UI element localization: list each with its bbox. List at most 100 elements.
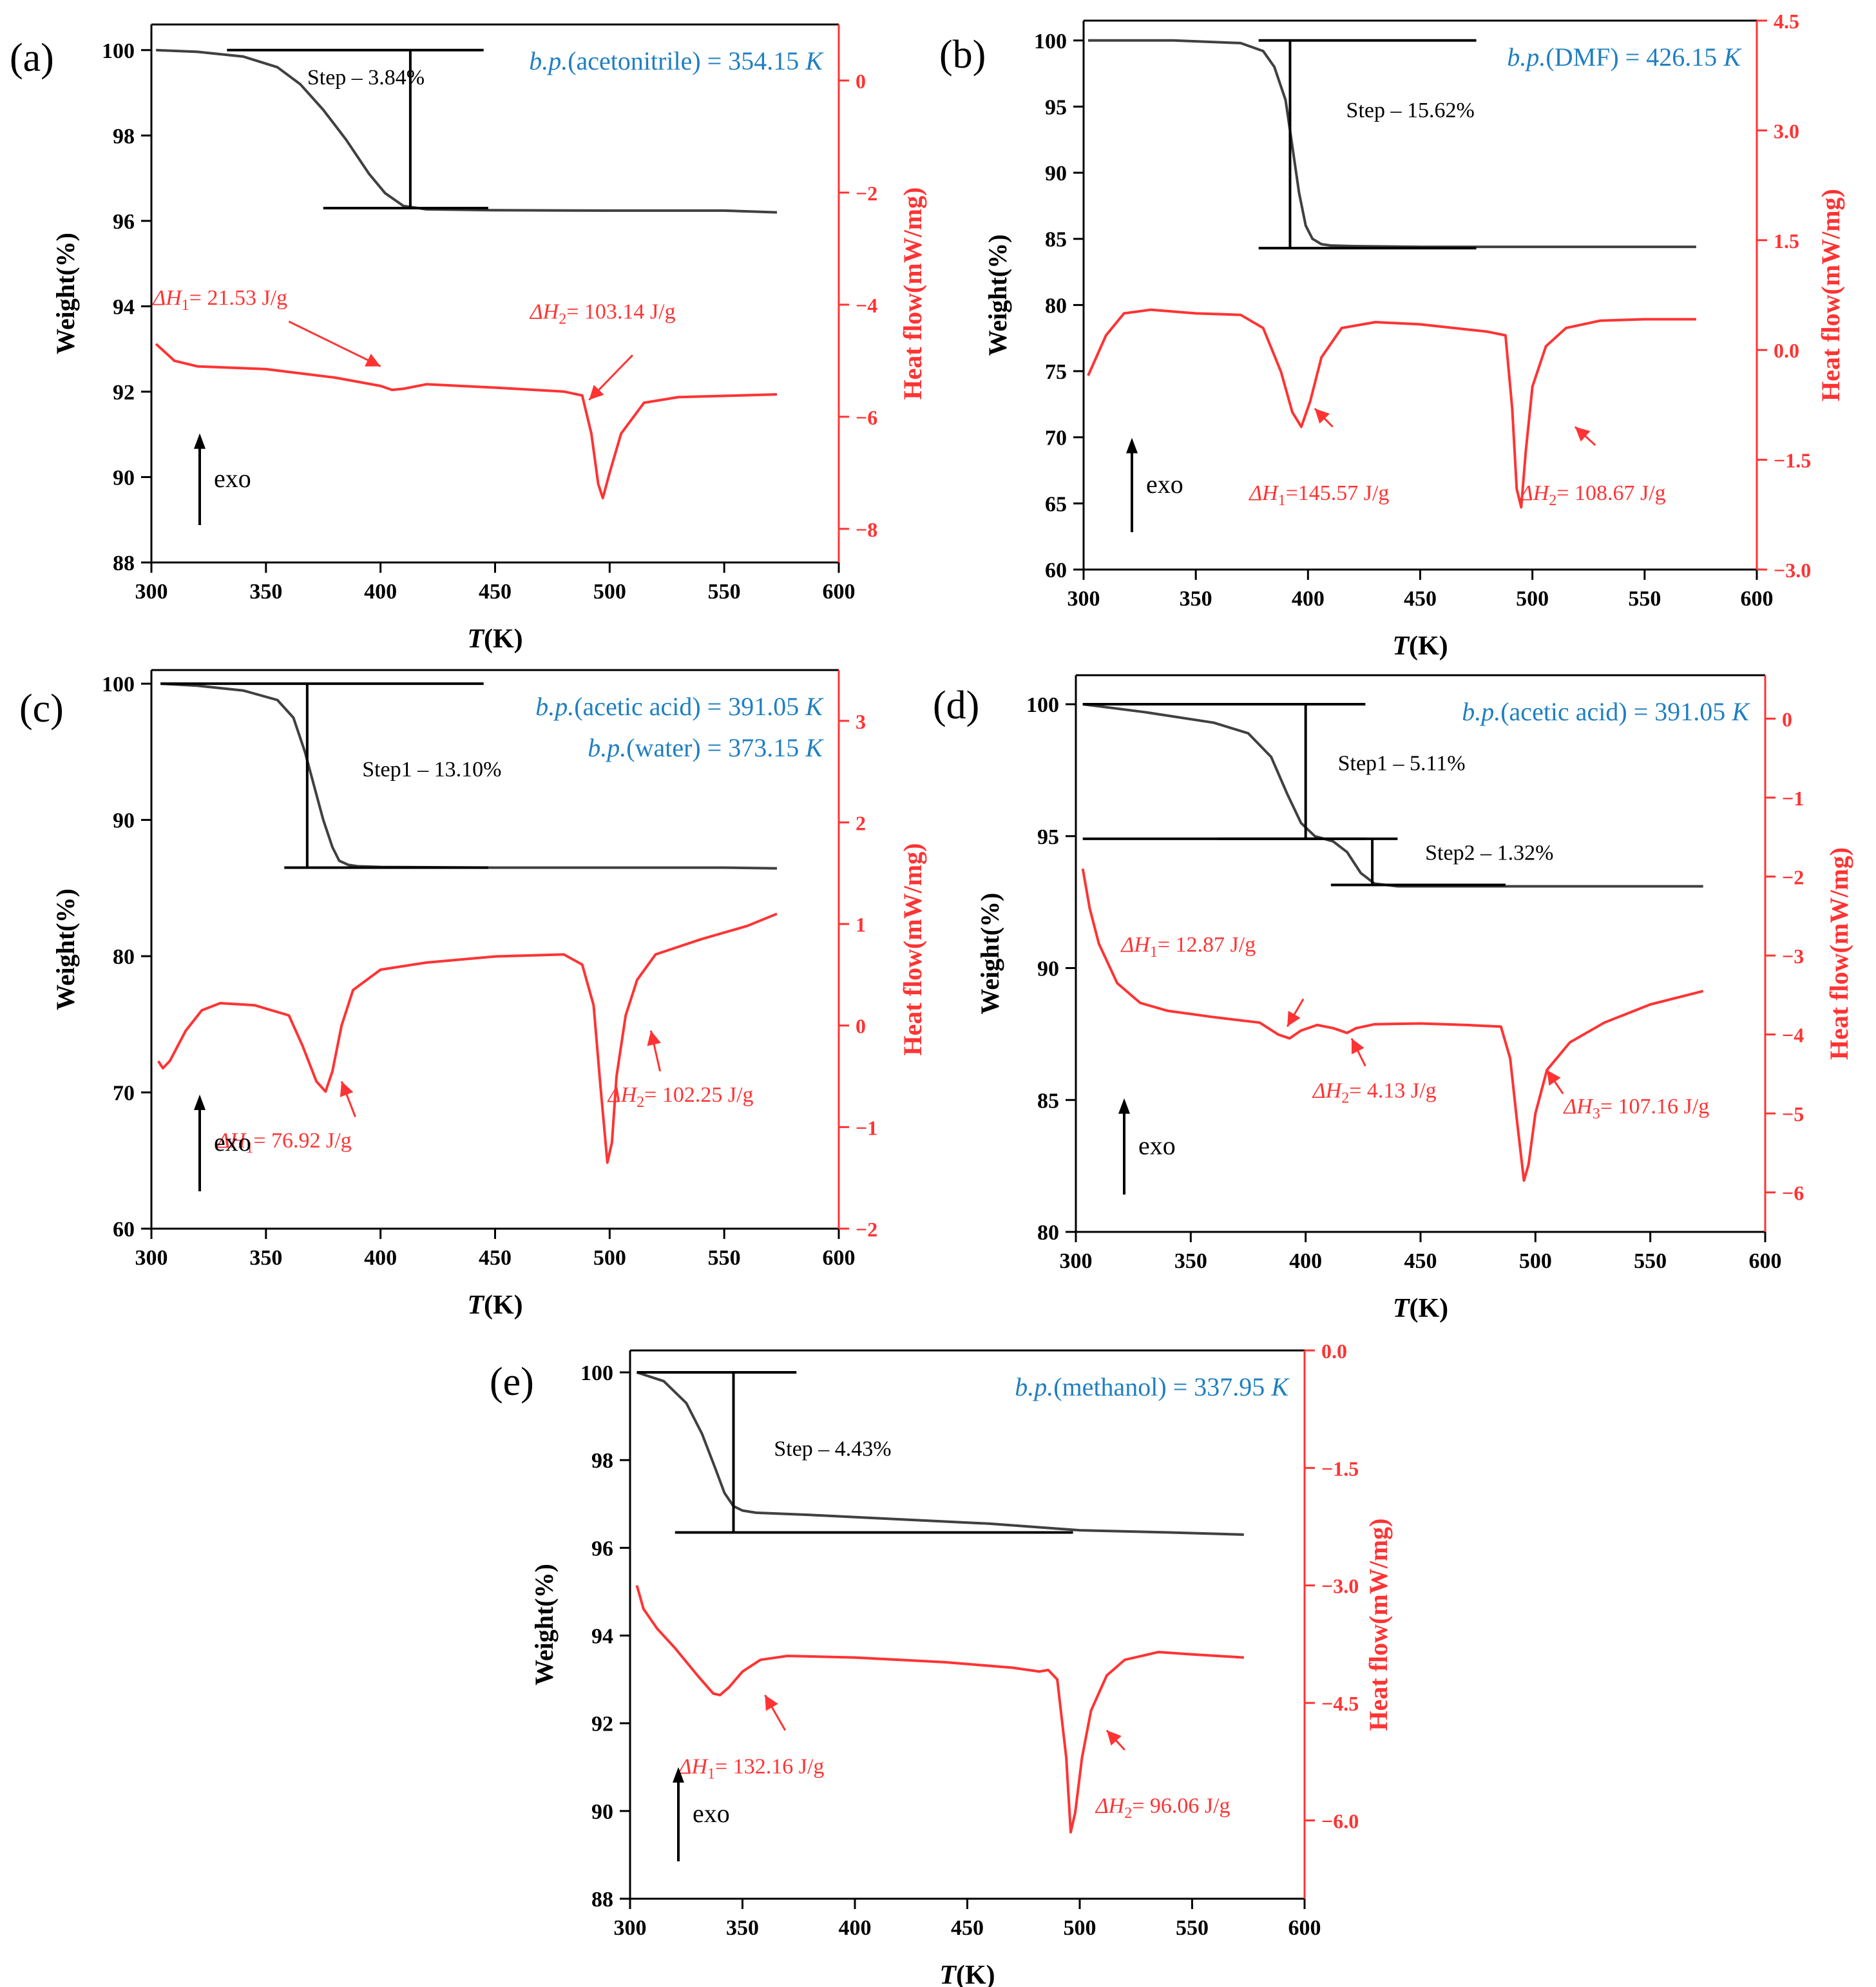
heat-flow-series-line — [155, 343, 778, 499]
enthalpy-subscript: 2 — [1549, 492, 1556, 509]
y-right-tick-label: 3 — [856, 710, 866, 733]
x-tick-label: 400 — [364, 1246, 397, 1270]
enthalpy-symbol: ΔH — [1095, 1794, 1126, 1818]
enthalpy-annotation: ΔH2= 96.06 J/g — [1095, 1794, 1230, 1821]
enthalpy-arrow-head — [765, 1694, 778, 1711]
exo-label: exo — [1146, 470, 1183, 499]
enthalpy-subscript: 1 — [245, 1140, 253, 1157]
enthalpy-annotation: ΔH1= 76.92 J/g — [216, 1129, 352, 1157]
x-tick-label: 450 — [1404, 587, 1437, 611]
x-axis-title: T(K) — [467, 624, 522, 654]
y-right-tick-label: 0 — [856, 70, 866, 93]
weight-series-line — [1088, 39, 1696, 249]
bp-solvent: (methanol) — [1053, 1372, 1167, 1401]
exo-label: exo — [214, 1128, 251, 1157]
y-right-tick-label: 3.0 — [1774, 119, 1799, 142]
y-left-tick-label: 90 — [113, 809, 135, 833]
enthalpy-arrow-head — [1287, 1010, 1301, 1027]
bp-solvent: (acetonitrile) — [568, 46, 701, 75]
x-tick-label: 550 — [708, 1246, 741, 1270]
bp-solvent: (acetic acid) — [1500, 697, 1627, 726]
exo-label: exo — [1138, 1131, 1176, 1160]
boiling-point-annotation: b.p.(DMF) = 426.15 K — [1507, 43, 1742, 72]
y-left-axis-title: Weight(%) — [51, 888, 80, 1010]
x-tick-label: 500 — [1516, 587, 1549, 611]
y-left-tick-label: 90 — [113, 466, 135, 490]
x-tick-label: 450 — [951, 1916, 984, 1940]
y-right-tick-label: −6 — [1782, 1182, 1804, 1205]
x-axis-title-unit: (K) — [484, 624, 523, 654]
x-tick-label: 450 — [479, 1246, 512, 1270]
exo-label: exo — [214, 464, 251, 493]
heat-flow-series-line — [157, 912, 778, 1164]
y-left-tick-label: 80 — [1045, 294, 1067, 318]
boiling-point-annotation: b.p.(methanol) = 337.95 K — [1015, 1372, 1290, 1401]
x-axis-title-variable: T — [939, 1961, 957, 1987]
enthalpy-arrow-head — [1106, 1730, 1122, 1746]
x-tick-label: 350 — [1174, 1249, 1207, 1273]
enthalpy-annotation: ΔH3= 107.16 J/g — [1562, 1095, 1709, 1122]
enthalpy-symbol: ΔH — [1562, 1095, 1594, 1118]
y-right-tick-label: −3.0 — [1774, 559, 1811, 582]
enthalpy-arrow-head — [589, 385, 604, 400]
heat-flow-series-line — [635, 1585, 1244, 1834]
bp-prefix: b.p. — [535, 692, 574, 721]
y-left-tick-label: 88 — [591, 1888, 613, 1912]
x-axis-title-unit: (K) — [484, 1291, 523, 1320]
x-axis-title-variable: T — [467, 624, 485, 654]
x-axis-title-unit: (K) — [1409, 631, 1448, 661]
bp-unit: K — [1723, 43, 1742, 72]
enthalpy-symbol: ΔH — [607, 1083, 638, 1107]
x-axis-title-variable: T — [467, 1291, 485, 1320]
enthalpy-subscript: 1 — [1150, 944, 1158, 961]
y-left-tick-label: 85 — [1045, 228, 1067, 252]
enthalpy-subscript: 2 — [636, 1094, 644, 1111]
y-right-tick-label: −1.5 — [1774, 449, 1811, 472]
chart-panel-d: (d) 300 350 400 450 500 550 600 T(K) 80 85 90 95 100 −… — [933, 674, 1853, 1323]
y-left-tick-label: 90 — [1045, 162, 1067, 186]
x-tick-label: 500 — [593, 580, 626, 604]
step-label: Step1 – 13.10% — [362, 758, 501, 782]
y-left-axis-title: Weight(%) — [975, 893, 1004, 1015]
step-label: Step1 – 5.11% — [1338, 751, 1466, 775]
bp-solvent: (DMF) — [1546, 43, 1618, 72]
y-right-axis-title: Heat flow(mW/mg) — [1816, 189, 1845, 401]
enthalpy-symbol: ΔH — [1248, 481, 1279, 505]
bp-unit: K — [1270, 1372, 1290, 1401]
enthalpy-annotation: ΔH1= 12.87 J/g — [1120, 933, 1256, 961]
enthalpy-arrow-head — [647, 1030, 661, 1046]
bp-prefix: b.p. — [1462, 697, 1500, 726]
y-right-axis-title: Heat flow(mW/mg) — [1824, 847, 1853, 1060]
x-tick-label: 400 — [364, 580, 397, 604]
y-left-axis-title: Weight(%) — [530, 1564, 559, 1685]
y-left-axis-title: Weight(%) — [51, 233, 80, 354]
y-left-tick-label: 60 — [1045, 559, 1067, 582]
y-left-tick-label: 100 — [102, 39, 135, 63]
x-tick-label: 500 — [1519, 1249, 1552, 1273]
y-right-tick-label: −3 — [1782, 945, 1804, 968]
y-right-tick-label: −2 — [1782, 866, 1804, 889]
x-tick-label: 300 — [1067, 587, 1100, 611]
step-label: Step2 – 1.32% — [1425, 841, 1553, 865]
x-tick-label: 300 — [1060, 1249, 1093, 1273]
y-left-tick-label: 80 — [113, 945, 135, 969]
y-left-tick-label: 95 — [1037, 825, 1059, 849]
weight-series-line — [1082, 703, 1703, 888]
bp-value: = 373.15 — [701, 733, 806, 762]
x-tick-label: 550 — [708, 580, 741, 604]
x-tick-label: 400 — [1289, 1249, 1322, 1273]
y-left-tick-label: 60 — [113, 1218, 135, 1242]
y-right-tick-label: −6.0 — [1321, 1809, 1359, 1832]
x-tick-label: 300 — [614, 1916, 647, 1940]
x-tick-label: 350 — [249, 580, 282, 604]
bp-value: = 426.15 — [1619, 43, 1724, 72]
y-right-tick-label: −1.5 — [1321, 1457, 1359, 1480]
boiling-point-annotation: b.p.(acetic acid) = 391.05 K — [535, 692, 824, 721]
enthalpy-value: = 108.67 J/g — [1556, 481, 1665, 505]
enthalpy-arrow-head — [340, 1081, 354, 1097]
y-right-axis-title: Heat flow(mW/mg) — [898, 187, 927, 400]
y-left-tick-label: 96 — [113, 210, 135, 234]
bp-unit: K — [805, 46, 824, 75]
bp-value: = 337.95 — [1167, 1372, 1272, 1401]
